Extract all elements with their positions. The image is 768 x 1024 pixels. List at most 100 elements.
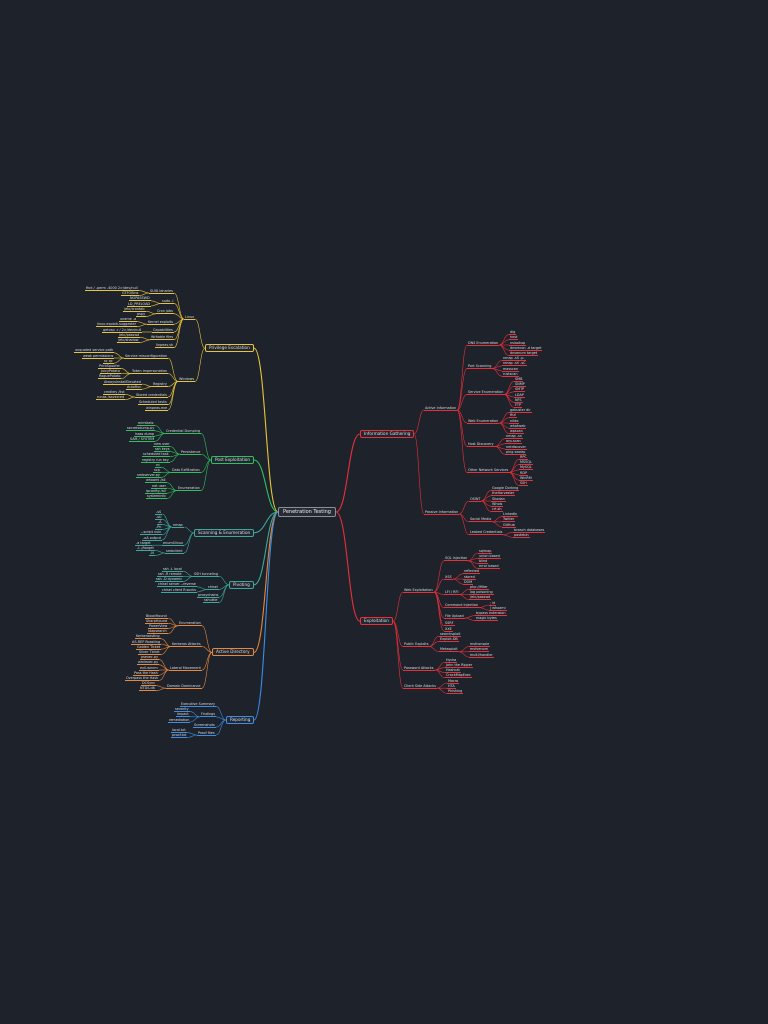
connector-line bbox=[458, 594, 470, 601]
topic-node-writable-files: Writable files bbox=[150, 335, 175, 341]
topic-node-web-enumeration: Web Enumeration bbox=[467, 418, 500, 424]
leaf-node-cmdkey-list: cmdkey /list bbox=[103, 389, 126, 395]
connector-line bbox=[138, 292, 150, 296]
leaf-node-scheduled-tasks: Scheduled tasks bbox=[138, 400, 168, 406]
topic-node-public-exploits: Public Exploits bbox=[403, 642, 430, 648]
leaf-node-golden-ticket: Golden Ticket bbox=[136, 644, 162, 650]
leaf-node-magic-bytes: magic bytes bbox=[475, 616, 498, 622]
connector-line bbox=[498, 422, 510, 434]
leaf-node-smb: SMB bbox=[514, 376, 524, 382]
leaf-node-scheduled-task: scheduled task bbox=[142, 452, 170, 458]
connector-line bbox=[155, 687, 167, 692]
topic-node-token-impersonation: Token impersonation bbox=[131, 369, 169, 375]
leaf-node-secretsdump-py: secretsdump.py bbox=[126, 426, 156, 432]
connector-line bbox=[413, 409, 425, 435]
connector-line bbox=[166, 487, 178, 491]
leaf-node-nmap-sn: nmap -sn bbox=[505, 434, 523, 440]
connector-line bbox=[335, 511, 361, 622]
leaf-node-crackmapexec: CrackMapExec bbox=[445, 673, 472, 679]
branch-information-gathering: Information Gathering bbox=[360, 430, 415, 438]
leaf-node-etc-crontab: /etc/crontab bbox=[123, 306, 146, 312]
connector-line bbox=[464, 617, 476, 621]
leaf-node-chisel-client-r-socks: chisel client R:socks bbox=[161, 587, 198, 593]
topic-node-capabilities: Capabilities bbox=[152, 327, 174, 333]
topic-node-web-exploitation: Web Exploitation bbox=[403, 587, 434, 593]
leaf-node-psexec-py: psexec.py bbox=[140, 655, 160, 661]
topic-node-xss: XSS bbox=[444, 574, 453, 580]
connector-line bbox=[428, 646, 440, 653]
topic-node-cron-jobs: Cron jobs bbox=[156, 309, 174, 315]
topic-node-linux: Linux bbox=[184, 314, 196, 320]
connector-line bbox=[456, 368, 468, 411]
leaf-node-xxe: XXE bbox=[444, 626, 453, 632]
leaf-node-winpeas-exe: winpeas.exe bbox=[145, 405, 169, 411]
topic-node-service-enumeration: Service Enumeration bbox=[467, 389, 505, 395]
connector-line bbox=[124, 394, 136, 398]
connector-line bbox=[141, 383, 153, 387]
topic-node-lfi-rfi: LFI / RFI bbox=[444, 590, 460, 596]
topic-node-enum4linux: enum4linux bbox=[162, 540, 185, 546]
connector-line bbox=[433, 560, 445, 593]
leaf-node-pass-the-hash: Pass the Hash bbox=[133, 670, 159, 676]
branch-pivoting: Pivoting bbox=[229, 580, 254, 589]
connector-line bbox=[167, 357, 179, 382]
leaf-node-scp: scp bbox=[153, 467, 161, 473]
topic-node-chisel: chisel bbox=[207, 584, 219, 590]
topic-node-ssh-tunneling: SSH tunneling bbox=[193, 571, 219, 577]
connector-line bbox=[253, 511, 279, 586]
leaf-node-whoami-all: whoami /all bbox=[145, 478, 167, 484]
leaf-node-reflected: reflected bbox=[463, 569, 481, 575]
connector-line bbox=[494, 443, 506, 447]
connector-line bbox=[458, 589, 470, 595]
leaf-node-searchsploit: searchsploit bbox=[439, 631, 462, 637]
connector-line bbox=[452, 573, 464, 580]
connector-line bbox=[491, 368, 503, 377]
leaf-node-dcsync: DCSync bbox=[141, 681, 157, 687]
connector-line bbox=[154, 430, 166, 434]
leaf-node-nmap-ss-p: nmap -sS -p- bbox=[502, 356, 526, 362]
leaf-node-snmp: SNMP bbox=[514, 382, 526, 388]
leaf-node-sshuttle: sshuttle bbox=[203, 597, 219, 603]
leaf-node-ssh-r-remote: ssh -R remote bbox=[157, 571, 183, 577]
connector-line bbox=[150, 303, 162, 307]
connector-line bbox=[491, 365, 503, 369]
leaf-node-ld-preload: LD_PRELOAD bbox=[127, 301, 152, 307]
topic-node-leaked-credentials: Leaked Credentials bbox=[469, 530, 504, 536]
leaf-node-dig: dig bbox=[509, 330, 517, 336]
leaf-node-lsass-dump: lsass dump bbox=[134, 431, 156, 437]
connector-line bbox=[456, 409, 468, 424]
leaf-node-exploit-db: Exploit-DB bbox=[439, 636, 459, 642]
leaf-node-ssh-keys: ssh keys bbox=[154, 447, 171, 453]
leaf-node-a: -A bbox=[157, 519, 163, 525]
connector-line bbox=[189, 716, 201, 723]
leaf-node-ssrf: SSRF bbox=[444, 621, 455, 627]
branch-post-exploitation: Post Exploitation bbox=[211, 456, 254, 464]
leaf-node-n: -N bbox=[149, 551, 155, 557]
leaf-node-printspoofer: PrintSpoofer bbox=[98, 363, 121, 369]
leaf-node-ssh-d-dynamic: ssh -D dynamic bbox=[155, 577, 184, 583]
connector-line bbox=[508, 469, 520, 473]
connector-line bbox=[467, 560, 479, 569]
connector-line bbox=[413, 433, 425, 515]
topic-node-file-upload: File Upload bbox=[444, 613, 465, 619]
connector-line bbox=[194, 347, 206, 382]
connector-line bbox=[253, 511, 279, 653]
topic-node-data-exfiltration: Data Exfiltration bbox=[171, 467, 201, 473]
topic-node-suid-binaries: SUID binaries bbox=[149, 288, 174, 294]
leaf-node-ss: -sS bbox=[155, 509, 163, 515]
topic-node-social-media: Social Media bbox=[469, 517, 493, 523]
connector-line bbox=[467, 557, 479, 562]
leaf-node-wmiexec-py: wmiexec.py bbox=[137, 660, 160, 666]
connector-line bbox=[145, 310, 157, 315]
connector-line bbox=[150, 300, 162, 304]
leaf-node-mimikatz: mimikatz bbox=[137, 421, 155, 427]
leaf-node-whois: Whois bbox=[491, 501, 504, 507]
leaf-node-sc-qc: sc qc bbox=[103, 358, 114, 364]
leaf-node-a-target: -a target bbox=[135, 540, 152, 546]
connector-line bbox=[136, 321, 148, 325]
leaf-node-breach-databases: breach databases bbox=[513, 527, 546, 533]
connector-line bbox=[458, 513, 470, 536]
connector-line bbox=[253, 511, 279, 534]
